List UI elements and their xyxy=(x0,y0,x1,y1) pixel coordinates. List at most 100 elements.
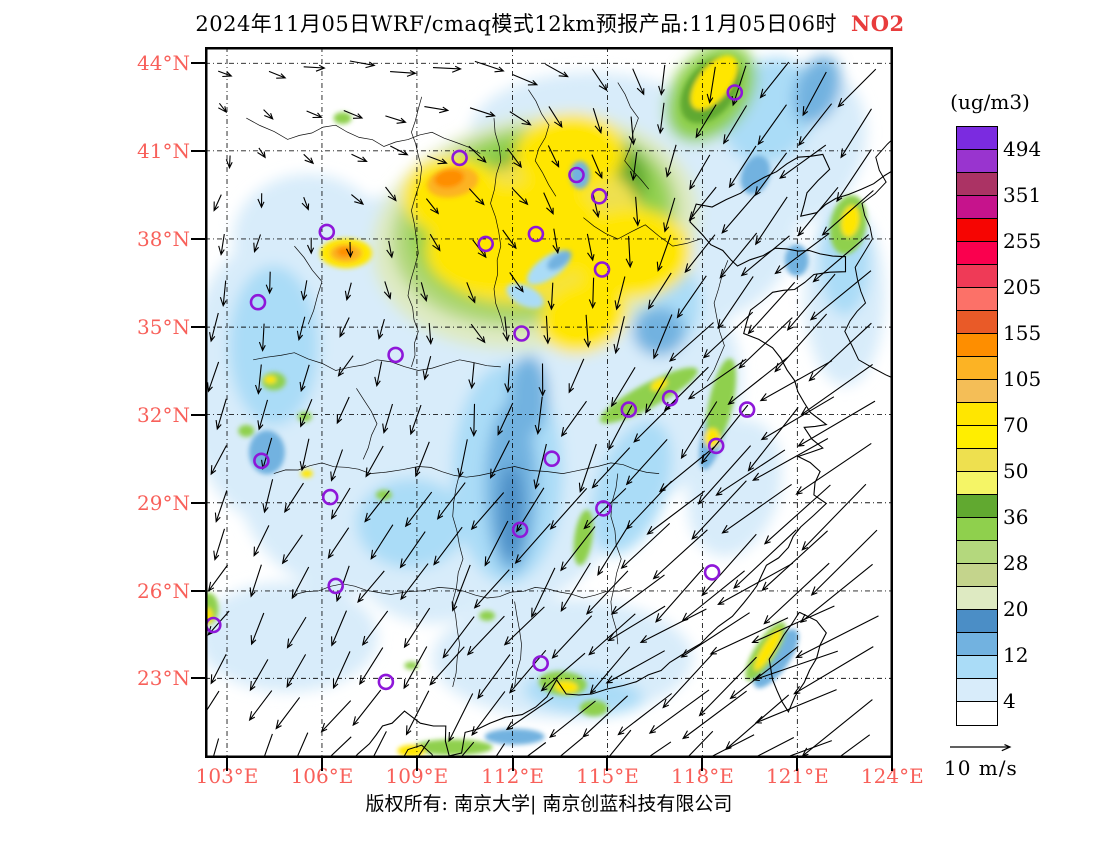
map-plot-area xyxy=(205,47,893,758)
province-border xyxy=(246,117,481,154)
wind-arrow xyxy=(607,605,666,642)
wind-arrow xyxy=(385,186,397,202)
wind-arrow xyxy=(538,363,546,397)
wind-arrow xyxy=(343,109,364,119)
wind-arrow xyxy=(591,154,603,179)
wind-arrow xyxy=(625,236,633,269)
wind-arrow xyxy=(837,734,871,758)
wind-arrow xyxy=(620,522,671,570)
city-marker xyxy=(726,84,744,101)
wind-arrow xyxy=(213,528,226,561)
wind-arrow xyxy=(466,615,505,656)
colorbar-tick-label: 494 xyxy=(1003,137,1042,161)
wind-arrow xyxy=(494,743,506,758)
province-border xyxy=(514,601,522,687)
wind-arrow xyxy=(812,234,870,283)
wind-arrow xyxy=(502,229,517,250)
wind-arrow xyxy=(300,280,308,302)
wind-arrow xyxy=(385,115,407,124)
wind-arrow xyxy=(473,569,510,609)
wind-arrow xyxy=(344,282,352,302)
city-marker xyxy=(387,346,404,364)
wind-arrow xyxy=(808,322,872,382)
wind-arrow xyxy=(560,400,587,437)
lon-tick xyxy=(320,758,323,771)
lon-tick xyxy=(226,758,229,771)
korea-coastline xyxy=(844,138,893,379)
province-border xyxy=(583,217,701,247)
china-coastline xyxy=(353,153,893,758)
colorbar-cell xyxy=(957,380,997,403)
wind-arrow xyxy=(752,438,829,481)
wind-arrow xyxy=(469,403,477,437)
wind-arrow xyxy=(682,690,747,740)
wind-arrow xyxy=(715,449,786,496)
wind-arrow xyxy=(218,70,233,78)
wind-arrow xyxy=(405,690,430,736)
province-border xyxy=(407,96,423,368)
wind-arrow xyxy=(399,531,426,569)
province-borders-layer xyxy=(246,82,729,687)
wind-arrow xyxy=(265,271,273,295)
colorbar-cell xyxy=(957,564,997,587)
colorbar-cell xyxy=(957,265,997,288)
wind-arrow xyxy=(727,356,789,406)
city-markers-layer xyxy=(205,84,756,691)
colorbar-cell xyxy=(957,656,997,679)
wind-arrow xyxy=(210,445,227,476)
wind-arrow xyxy=(617,693,673,736)
wind-arrow xyxy=(821,190,874,236)
wind-arrow xyxy=(468,188,485,206)
colorbar-cell xyxy=(957,288,997,311)
wind-arrow xyxy=(653,314,673,360)
wind-arrow xyxy=(586,233,595,262)
wind-arrow xyxy=(552,228,560,255)
wind-arrow xyxy=(568,358,585,394)
lat-axis-label: 32°N xyxy=(137,402,190,427)
colorbar-cell xyxy=(957,633,997,656)
lat-tick xyxy=(191,589,205,592)
city-marker xyxy=(253,452,270,470)
wind-arrow xyxy=(706,66,716,104)
colorbar-cell xyxy=(957,587,997,610)
wind-arrow xyxy=(433,526,463,566)
wind-arrow xyxy=(468,362,476,390)
lat-axis-label: 35°N xyxy=(137,315,190,340)
wind-arrow xyxy=(676,275,707,319)
wind-arrow xyxy=(253,234,262,253)
wind-arrow xyxy=(420,282,428,303)
lat-tick xyxy=(191,413,205,416)
title-species-label: NO2 xyxy=(851,11,905,36)
map-layers xyxy=(205,47,893,758)
colorbar-tick-label: 70 xyxy=(1003,413,1029,437)
wind-arrow xyxy=(662,652,715,709)
wind-arrow xyxy=(509,111,532,126)
lat-tick xyxy=(191,677,205,680)
wind-arrow xyxy=(531,567,556,618)
wind-scale-label: 10 m/s xyxy=(944,756,1018,780)
province-border xyxy=(294,583,632,599)
city-marker xyxy=(321,488,339,506)
wind-arrow xyxy=(250,612,265,646)
wind-arrow xyxy=(303,153,315,165)
wind-arrow xyxy=(759,360,833,402)
colorbar-tick-label: 255 xyxy=(1003,229,1042,253)
city-marker xyxy=(318,223,336,241)
wind-speed-legend: 10 m/s xyxy=(944,736,1054,780)
wind-arrow xyxy=(364,490,390,523)
wind-arrow xyxy=(330,449,344,482)
wind-arrow xyxy=(733,529,797,590)
wind-scale-arrow xyxy=(950,744,1012,752)
wind-arrow xyxy=(797,400,876,447)
wind-arrow xyxy=(425,198,440,215)
lon-tick xyxy=(415,758,418,771)
city-marker xyxy=(661,389,679,407)
wind-arrow xyxy=(549,488,588,530)
wind-arrow xyxy=(258,323,266,352)
wind-arrow xyxy=(698,656,757,717)
wind-arrow xyxy=(299,398,313,428)
wind-arrow xyxy=(757,104,787,146)
wind-arrow xyxy=(301,197,310,211)
colorbar-cell xyxy=(957,150,997,173)
city-marker xyxy=(590,188,608,205)
